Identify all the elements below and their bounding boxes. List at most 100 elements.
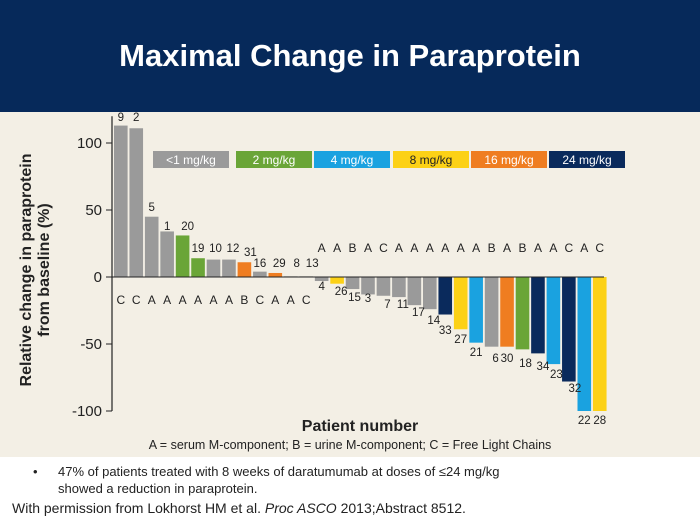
component-label: C <box>595 241 604 255</box>
patient-label: 12 <box>227 243 240 255</box>
patient-label: 9 <box>118 112 124 124</box>
legend-label: 24 mg/kg <box>562 153 611 167</box>
y-tick-label: 100 <box>77 135 102 152</box>
bar <box>546 277 561 365</box>
bar <box>268 272 283 277</box>
bar <box>469 277 483 343</box>
bar <box>237 262 252 277</box>
component-label: C <box>116 293 125 307</box>
bullet-marker: • <box>33 464 38 479</box>
component-label: C <box>132 293 141 307</box>
component-label: A <box>318 241 326 255</box>
y-axis-label-line1: Relative change in paraprotein <box>18 153 35 387</box>
legend-swatch <box>314 151 390 168</box>
component-label: A <box>534 241 542 255</box>
component-label: C <box>302 293 311 307</box>
legend-swatch <box>549 151 625 168</box>
bar <box>345 277 360 290</box>
component-label: C <box>565 241 574 255</box>
y-axis-label-line2: from baseline (%) <box>36 203 53 337</box>
legend-swatch <box>153 151 229 168</box>
bar <box>438 277 453 315</box>
permission-journal: Proc ASCO <box>264 500 337 516</box>
bar <box>500 277 514 347</box>
component-label: A <box>364 241 372 255</box>
patient-label: 13 <box>306 258 319 270</box>
bar <box>392 277 406 298</box>
patient-label: 1 <box>164 221 170 233</box>
patient-label: 5 <box>148 202 154 214</box>
patient-label: 23 <box>550 369 563 381</box>
bar <box>129 128 144 277</box>
bar <box>484 277 499 347</box>
component-label: A <box>457 241 465 255</box>
patient-label: 7 <box>384 299 390 311</box>
patient-label: 26 <box>335 286 348 298</box>
patient-label: 2 <box>133 112 139 124</box>
bullet-text: 47% of patients treated with 8 weeks of … <box>58 464 500 496</box>
component-label: A <box>194 293 202 307</box>
legend-label: 8 mg/kg <box>410 153 453 167</box>
component-label: A <box>472 241 480 255</box>
component-label: A <box>148 293 156 307</box>
component-label: B <box>488 241 496 255</box>
legend-label: <1 mg/kg <box>166 153 216 167</box>
bar <box>577 277 592 411</box>
component-label: A <box>503 241 511 255</box>
patient-label: 14 <box>427 315 440 327</box>
patient-label: 4 <box>318 281 325 293</box>
patient-label: 20 <box>181 221 194 233</box>
patient-label: 32 <box>568 383 581 395</box>
component-label: A <box>287 293 295 307</box>
patient-label: 28 <box>593 415 606 427</box>
component-label: C <box>256 293 265 307</box>
bar <box>407 277 422 306</box>
component-label: B <box>349 241 357 255</box>
legend-swatch <box>393 151 469 168</box>
patient-label: 6 <box>492 353 498 365</box>
bar <box>453 277 468 330</box>
y-tick-label: 0 <box>94 269 102 286</box>
permission-prefix: With permission from Lokhorst HM et al. <box>12 500 265 516</box>
patient-label: 17 <box>412 307 425 319</box>
x-axis-label: Patient number <box>301 418 419 435</box>
patient-label: 31 <box>244 247 257 259</box>
bar <box>175 235 190 277</box>
component-label: A <box>549 241 557 255</box>
patient-label: 33 <box>439 325 452 337</box>
bar <box>191 258 205 277</box>
component-label: A <box>179 293 187 307</box>
component-label: B <box>518 241 526 255</box>
bar <box>515 277 530 350</box>
bar <box>206 259 221 277</box>
component-label: A <box>410 241 418 255</box>
patient-label: 27 <box>454 334 467 346</box>
bar <box>160 231 174 277</box>
bar <box>376 277 391 296</box>
bar <box>144 216 159 277</box>
bar <box>423 277 437 310</box>
component-label: A <box>333 241 341 255</box>
patient-label: 19 <box>192 243 205 255</box>
slide-title: Maximal Change in Paraprotein <box>119 38 581 73</box>
patient-label: 22 <box>578 415 591 427</box>
y-tick-label: -100 <box>72 403 102 420</box>
bar <box>330 277 344 284</box>
patient-label: 3 <box>365 293 371 305</box>
bar <box>314 277 329 282</box>
bar <box>592 277 607 411</box>
legend-label: 16 mg/kg <box>484 153 533 167</box>
legend-swatch <box>236 151 312 168</box>
bar <box>222 259 236 277</box>
component-label: A <box>426 241 434 255</box>
legend-swatch <box>471 151 547 168</box>
permission-suffix: 2013;Abstract 8512. <box>336 500 466 516</box>
bar <box>114 125 128 277</box>
component-footnote: A = serum M-component; B = urine M-compo… <box>148 438 552 452</box>
patient-label: 18 <box>519 358 532 370</box>
component-label: A <box>441 241 449 255</box>
bar <box>253 271 267 277</box>
patient-label: 11 <box>397 299 409 311</box>
patient-label: 10 <box>209 243 222 255</box>
